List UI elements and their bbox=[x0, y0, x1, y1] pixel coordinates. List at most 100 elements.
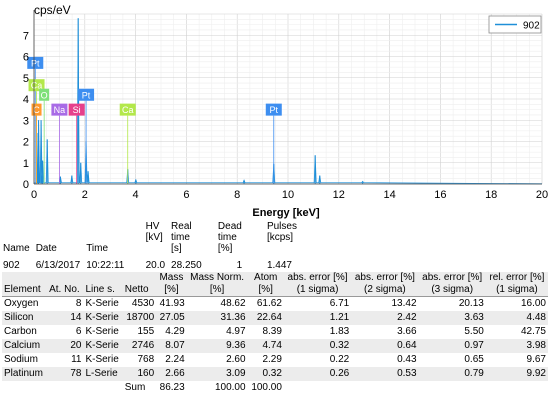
quant-sum-cell: 100.00 bbox=[214, 382, 246, 393]
measurement-info-table: Name Date Time HV [kV] Real time [s] Dead time[… bbox=[0, 221, 300, 282]
quantification-results: Element At. No. Line s. Netto Mass [%] Mass No… bbox=[2, 272, 548, 395]
quant-cell: 3.63 bbox=[418, 311, 486, 325]
quant-cell: 3.98 bbox=[485, 339, 548, 353]
y-tick-label: 7 bbox=[23, 30, 29, 42]
element-label-box bbox=[39, 88, 50, 101]
chart-grid bbox=[33, 13, 543, 185]
quant-sum-cell: 100.00 bbox=[251, 382, 282, 393]
quant-sum-cell: Sum bbox=[124, 382, 146, 393]
info-value-cell: 1 bbox=[236, 260, 243, 271]
info-header-cell: Time bbox=[86, 243, 109, 254]
quant-sum-cell bbox=[351, 381, 418, 395]
x-tick-label: 4 bbox=[133, 189, 139, 201]
quant-cell: 41.93 bbox=[159, 298, 185, 309]
element-label-box bbox=[28, 79, 45, 92]
element-label: Si bbox=[68, 103, 85, 184]
quant-cell: 2.29 bbox=[262, 354, 282, 365]
quant-cell: K-Serie bbox=[83, 339, 123, 353]
quant-cell: L-Serie bbox=[83, 367, 123, 381]
quant-cell: 18700 bbox=[122, 311, 157, 325]
element-label: C bbox=[31, 103, 42, 184]
y-tick-label: 2 bbox=[23, 137, 29, 149]
element-label-box bbox=[51, 103, 68, 116]
x-tick-label: 12 bbox=[333, 189, 345, 201]
element-label-text: C bbox=[33, 105, 40, 115]
quant-cell: Oxygen bbox=[4, 298, 39, 309]
x-tick-label: 2 bbox=[82, 189, 88, 201]
quant-cell: 2.66 bbox=[156, 367, 187, 381]
quant-cell: 2746 bbox=[122, 339, 157, 353]
quant-cell: 8.39 bbox=[262, 326, 282, 337]
quant-cell: Carbon bbox=[4, 326, 37, 337]
y-axis-label: cps/eV bbox=[34, 3, 71, 17]
quant-sum-cell bbox=[83, 381, 122, 395]
x-tick-label: 20 bbox=[536, 189, 548, 201]
element-label: Ca bbox=[119, 103, 136, 184]
quant-cell: 4.97 bbox=[226, 326, 246, 337]
quant-cell: 20.13 bbox=[458, 298, 484, 309]
quant-cell: 61.62 bbox=[256, 298, 282, 309]
spectrum-line bbox=[33, 18, 543, 185]
quant-sum-cell bbox=[284, 381, 351, 395]
y-tick-label: 6 bbox=[23, 52, 29, 64]
quant-row: Carbon 6 K-Serie 155 4.29 4.97 8.39 1.83 3.66 5.5… bbox=[2, 325, 548, 339]
quant-sum-cell: 86.23 bbox=[159, 382, 185, 393]
quant-header-cell: rel. error [%] (1 sigma) bbox=[485, 272, 548, 297]
quant-cell: 1.21 bbox=[283, 311, 352, 325]
quant-cell: 4.74 bbox=[247, 339, 284, 353]
quant-cell: 6.71 bbox=[329, 298, 350, 309]
quant-row: Silicon 14 K-Serie 18700 27.05 31.36 22.64 1.21… bbox=[2, 311, 548, 325]
quant-cell: 11 bbox=[71, 354, 82, 365]
element-label: Pt bbox=[265, 103, 282, 184]
element-label-text: O bbox=[41, 90, 48, 100]
quant-cell: 42.75 bbox=[520, 326, 546, 337]
quant-cell: 768 bbox=[137, 354, 155, 365]
y-tick-label: 5 bbox=[23, 73, 29, 85]
y-tick-label: 4 bbox=[23, 94, 29, 106]
quant-cell: 0.53 bbox=[351, 367, 419, 381]
quant-header-cell: abs. error [%] (3 sigma) bbox=[418, 272, 486, 297]
quant-cell: 27.05 bbox=[156, 311, 187, 325]
quant-cell: 3.09 bbox=[186, 367, 248, 381]
quant-cell: 0.32 bbox=[247, 367, 284, 381]
quantification-table: Element At. No. Line s. Netto Mass [%] Mass No… bbox=[2, 272, 548, 395]
quant-cell: 31.36 bbox=[186, 311, 248, 325]
x-tick-label: 18 bbox=[485, 189, 497, 201]
element-label-text: Ca bbox=[31, 81, 43, 91]
quant-cell: 2.42 bbox=[351, 311, 419, 325]
quant-cell: 13.42 bbox=[391, 298, 417, 309]
element-label-box bbox=[265, 103, 282, 116]
quant-cell: 6 bbox=[75, 326, 82, 337]
quant-cell: 4530 bbox=[131, 298, 155, 309]
info-header-row: Name Date Time HV [kV] Real time [s] Dead time[… bbox=[0, 221, 300, 254]
quant-cell: 4.48 bbox=[485, 311, 548, 325]
measurement-info: Name Date Time HV [kV] Real time [s] Dead time[… bbox=[0, 221, 300, 282]
quant-cell: Calcium bbox=[2, 339, 48, 353]
element-label-box bbox=[31, 103, 42, 116]
quant-cell: 2.60 bbox=[226, 354, 246, 365]
quant-sum-cell bbox=[47, 381, 83, 395]
quant-sum-row: Sum 86.23 100.00 100.00 bbox=[2, 381, 548, 395]
quant-cell: K-Serie bbox=[85, 298, 119, 309]
quant-cell: 9.92 bbox=[485, 367, 548, 381]
quant-cell: 0.79 bbox=[418, 367, 486, 381]
legend-label: 902 bbox=[523, 21, 540, 32]
element-label-box bbox=[68, 103, 85, 116]
element-label-text: Pt bbox=[31, 58, 40, 68]
element-label-box bbox=[78, 88, 95, 101]
element-label-box bbox=[119, 103, 136, 116]
quant-cell: 16.00 bbox=[520, 298, 546, 309]
info-header-cell: Dead time [%] bbox=[217, 221, 242, 254]
x-tick-label: 0 bbox=[31, 189, 37, 201]
y-tick-label: 1 bbox=[23, 158, 29, 170]
quant-cell: Platinum bbox=[2, 367, 48, 381]
quant-cell: 9.36 bbox=[186, 339, 248, 353]
quant-cell: 1.83 bbox=[329, 326, 350, 337]
quant-cell: 48.62 bbox=[220, 298, 246, 309]
quant-cell: 8 bbox=[75, 298, 82, 309]
quant-cell: 78 bbox=[47, 367, 84, 381]
x-tick-label: 10 bbox=[282, 189, 294, 201]
info-header-cell: Name bbox=[3, 243, 30, 254]
